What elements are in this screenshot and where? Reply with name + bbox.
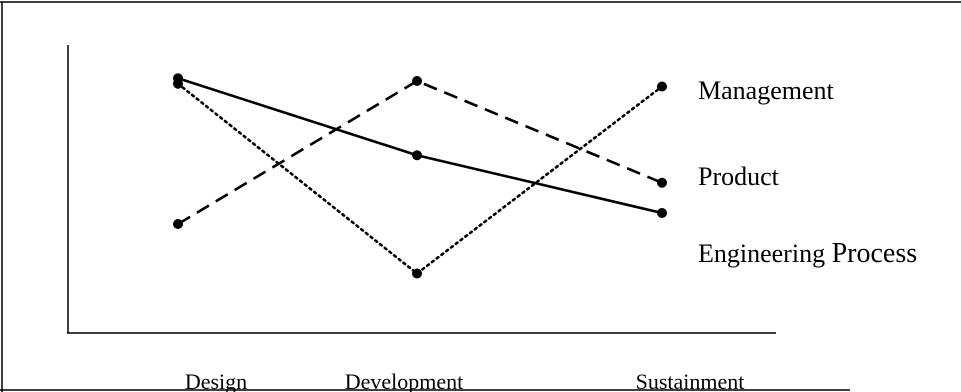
x-tick-label-development: Development <box>345 369 464 392</box>
series-line-management <box>176 82 664 276</box>
point-management-development <box>412 268 422 279</box>
series-label-product: Product <box>698 162 780 191</box>
x-tick-labels: Design Development Sustainment <box>185 369 745 392</box>
point-engineering-process-sustainment <box>657 208 667 218</box>
point-management-sustainment <box>657 81 667 92</box>
point-product-development <box>412 76 422 86</box>
series-labels: Management Product Engineering Process <box>698 76 917 269</box>
series-line-product <box>177 79 663 226</box>
series-line-engineering-process <box>177 77 663 215</box>
point-product-design <box>173 219 183 229</box>
series-label-management: Management <box>698 76 835 105</box>
x-tick-label-sustainment: Sustainment <box>636 369 745 392</box>
point-engineering-process-development <box>412 150 422 161</box>
point-product-sustainment <box>657 177 667 188</box>
x-tick-label-design: Design <box>185 369 247 392</box>
series-layer <box>173 73 667 279</box>
series-label-engineering-process: Engineering Process <box>698 238 917 269</box>
point-engineering-process-design <box>173 73 183 84</box>
